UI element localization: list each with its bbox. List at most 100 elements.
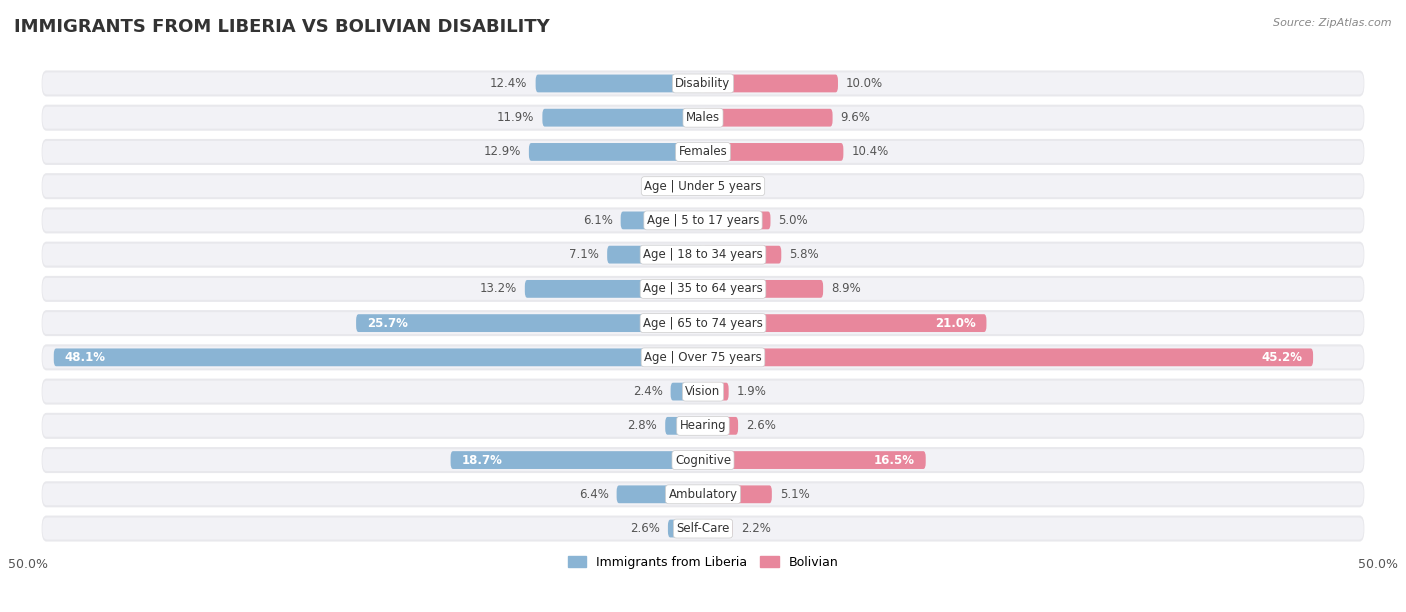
Text: Age | 5 to 17 years: Age | 5 to 17 years xyxy=(647,214,759,227)
FancyBboxPatch shape xyxy=(703,520,733,537)
Text: 5.1%: 5.1% xyxy=(780,488,810,501)
FancyBboxPatch shape xyxy=(703,417,738,435)
FancyBboxPatch shape xyxy=(450,451,703,469)
FancyBboxPatch shape xyxy=(42,515,1364,542)
Text: Males: Males xyxy=(686,111,720,124)
FancyBboxPatch shape xyxy=(703,246,782,264)
Text: 2.2%: 2.2% xyxy=(741,522,770,535)
FancyBboxPatch shape xyxy=(53,348,703,366)
Text: 25.7%: 25.7% xyxy=(367,316,408,330)
FancyBboxPatch shape xyxy=(607,246,703,264)
FancyBboxPatch shape xyxy=(524,280,703,298)
Text: Source: ZipAtlas.com: Source: ZipAtlas.com xyxy=(1274,18,1392,28)
Text: 12.4%: 12.4% xyxy=(491,77,527,90)
FancyBboxPatch shape xyxy=(685,177,703,195)
Text: 13.2%: 13.2% xyxy=(479,282,517,296)
Text: 6.1%: 6.1% xyxy=(582,214,613,227)
FancyBboxPatch shape xyxy=(42,381,1364,403)
FancyBboxPatch shape xyxy=(42,106,1364,129)
Text: 10.0%: 10.0% xyxy=(846,77,883,90)
FancyBboxPatch shape xyxy=(42,141,1364,163)
FancyBboxPatch shape xyxy=(42,139,1364,165)
FancyBboxPatch shape xyxy=(42,207,1364,233)
FancyBboxPatch shape xyxy=(703,451,925,469)
FancyBboxPatch shape xyxy=(703,382,728,400)
FancyBboxPatch shape xyxy=(42,345,1364,370)
FancyBboxPatch shape xyxy=(42,379,1364,405)
FancyBboxPatch shape xyxy=(703,348,1313,366)
FancyBboxPatch shape xyxy=(42,449,1364,471)
FancyBboxPatch shape xyxy=(42,481,1364,507)
FancyBboxPatch shape xyxy=(42,276,1364,302)
FancyBboxPatch shape xyxy=(42,413,1364,439)
FancyBboxPatch shape xyxy=(617,485,703,503)
FancyBboxPatch shape xyxy=(42,175,1364,197)
Text: 48.1%: 48.1% xyxy=(65,351,105,364)
Text: 12.9%: 12.9% xyxy=(484,146,520,159)
Text: 1.0%: 1.0% xyxy=(724,180,755,193)
Text: 2.6%: 2.6% xyxy=(747,419,776,432)
Text: IMMIGRANTS FROM LIBERIA VS BOLIVIAN DISABILITY: IMMIGRANTS FROM LIBERIA VS BOLIVIAN DISA… xyxy=(14,18,550,36)
FancyBboxPatch shape xyxy=(703,485,772,503)
Text: 8.9%: 8.9% xyxy=(831,282,860,296)
Text: 2.6%: 2.6% xyxy=(630,522,659,535)
FancyBboxPatch shape xyxy=(42,312,1364,334)
Legend: Immigrants from Liberia, Bolivian: Immigrants from Liberia, Bolivian xyxy=(562,551,844,574)
FancyBboxPatch shape xyxy=(42,173,1364,199)
FancyBboxPatch shape xyxy=(42,310,1364,336)
FancyBboxPatch shape xyxy=(42,447,1364,473)
FancyBboxPatch shape xyxy=(703,109,832,127)
FancyBboxPatch shape xyxy=(356,314,703,332)
Text: 21.0%: 21.0% xyxy=(935,316,976,330)
FancyBboxPatch shape xyxy=(529,143,703,161)
Text: Age | 18 to 34 years: Age | 18 to 34 years xyxy=(643,248,763,261)
FancyBboxPatch shape xyxy=(620,212,703,230)
FancyBboxPatch shape xyxy=(703,212,770,230)
Text: Age | 65 to 74 years: Age | 65 to 74 years xyxy=(643,316,763,330)
FancyBboxPatch shape xyxy=(536,75,703,92)
Text: 2.4%: 2.4% xyxy=(633,385,662,398)
Text: 11.9%: 11.9% xyxy=(496,111,534,124)
FancyBboxPatch shape xyxy=(703,143,844,161)
FancyBboxPatch shape xyxy=(668,520,703,537)
FancyBboxPatch shape xyxy=(42,105,1364,131)
Text: 6.4%: 6.4% xyxy=(579,488,609,501)
FancyBboxPatch shape xyxy=(42,346,1364,368)
FancyBboxPatch shape xyxy=(42,209,1364,231)
FancyBboxPatch shape xyxy=(703,75,838,92)
Text: Cognitive: Cognitive xyxy=(675,453,731,466)
Text: 16.5%: 16.5% xyxy=(875,453,915,466)
Text: Females: Females xyxy=(679,146,727,159)
FancyBboxPatch shape xyxy=(543,109,703,127)
FancyBboxPatch shape xyxy=(42,483,1364,506)
Text: Disability: Disability xyxy=(675,77,731,90)
Text: Vision: Vision xyxy=(685,385,721,398)
Text: Age | 35 to 64 years: Age | 35 to 64 years xyxy=(643,282,763,296)
Text: Age | Under 5 years: Age | Under 5 years xyxy=(644,180,762,193)
Text: 9.6%: 9.6% xyxy=(841,111,870,124)
FancyBboxPatch shape xyxy=(671,382,703,400)
Text: Age | Over 75 years: Age | Over 75 years xyxy=(644,351,762,364)
Text: 18.7%: 18.7% xyxy=(461,453,502,466)
Text: Ambulatory: Ambulatory xyxy=(668,488,738,501)
FancyBboxPatch shape xyxy=(42,70,1364,97)
FancyBboxPatch shape xyxy=(42,242,1364,267)
Text: 7.1%: 7.1% xyxy=(569,248,599,261)
FancyBboxPatch shape xyxy=(665,417,703,435)
FancyBboxPatch shape xyxy=(42,244,1364,266)
Text: Self-Care: Self-Care xyxy=(676,522,730,535)
Text: 5.0%: 5.0% xyxy=(779,214,808,227)
FancyBboxPatch shape xyxy=(703,177,717,195)
FancyBboxPatch shape xyxy=(42,415,1364,437)
Text: 1.4%: 1.4% xyxy=(647,180,676,193)
Text: 45.2%: 45.2% xyxy=(1261,351,1302,364)
FancyBboxPatch shape xyxy=(42,518,1364,540)
Text: 5.8%: 5.8% xyxy=(789,248,820,261)
Text: 2.8%: 2.8% xyxy=(627,419,657,432)
Text: 1.9%: 1.9% xyxy=(737,385,766,398)
FancyBboxPatch shape xyxy=(42,72,1364,94)
Text: Hearing: Hearing xyxy=(679,419,727,432)
FancyBboxPatch shape xyxy=(703,280,823,298)
FancyBboxPatch shape xyxy=(42,278,1364,300)
FancyBboxPatch shape xyxy=(703,314,987,332)
